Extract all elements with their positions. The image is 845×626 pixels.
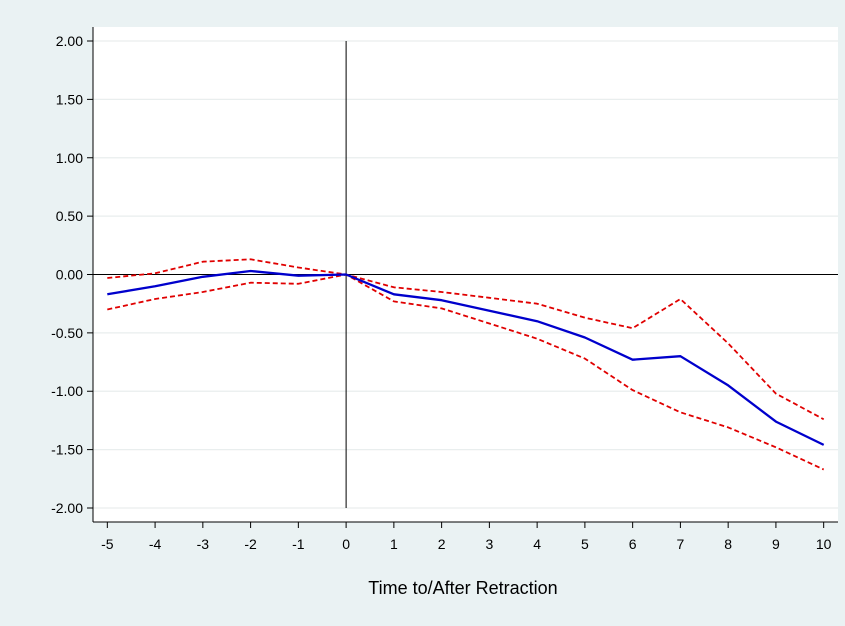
axes: -2.00 -1.50 -1.00 -0.50 0.00 0.50 1.00 1.50 2.00… bbox=[51, 27, 838, 552]
grid-layer bbox=[93, 40, 838, 509]
x-tick-label: 2 bbox=[438, 536, 446, 552]
x-tick-label: 3 bbox=[485, 536, 493, 552]
x-tick-label: 8 bbox=[724, 536, 732, 552]
y-tick-label: 2.00 bbox=[56, 33, 83, 49]
y-tick-label: -0.50 bbox=[51, 325, 83, 341]
y-tick-label: 1.50 bbox=[56, 91, 83, 107]
x-tick-label: 6 bbox=[629, 536, 637, 552]
x-tick-label: 4 bbox=[533, 536, 541, 552]
y-tick-label: -1.50 bbox=[51, 442, 83, 458]
y-tick-label: 0.00 bbox=[56, 267, 83, 283]
series-layer bbox=[107, 258, 825, 471]
x-tick-label: 0 bbox=[342, 536, 350, 552]
x-tick-label: -2 bbox=[244, 536, 257, 552]
x-axis-title: Time to/After Retraction bbox=[368, 578, 557, 598]
x-tick-label: 1 bbox=[390, 536, 398, 552]
x-tick-label: 5 bbox=[581, 536, 589, 552]
x-tick-label: 9 bbox=[772, 536, 780, 552]
x-tick-label: -5 bbox=[101, 536, 114, 552]
x-tick-label: -3 bbox=[197, 536, 210, 552]
y-tick-label: 1.00 bbox=[56, 150, 83, 166]
y-tick-label: -2.00 bbox=[51, 500, 83, 516]
series-line-estimate bbox=[107, 269, 825, 446]
y-tick-label: -1.00 bbox=[51, 383, 83, 399]
series-line-upper-bound bbox=[107, 258, 825, 421]
x-tick-label: 7 bbox=[677, 536, 685, 552]
series-line-lower-bound bbox=[107, 273, 825, 471]
x-tick-label: -1 bbox=[292, 536, 305, 552]
x-tick-label: 10 bbox=[816, 536, 832, 552]
y-tick-label: 0.50 bbox=[56, 208, 83, 224]
x-tick-label: -4 bbox=[149, 536, 162, 552]
